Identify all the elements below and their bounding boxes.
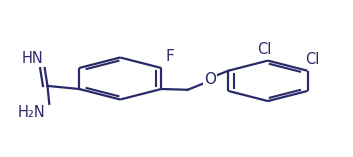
Text: Cl: Cl <box>306 52 320 67</box>
Text: F: F <box>166 49 175 64</box>
Text: H₂N: H₂N <box>17 105 45 120</box>
Text: HN: HN <box>21 51 43 66</box>
Text: O: O <box>204 72 216 87</box>
Text: Cl: Cl <box>257 42 271 57</box>
